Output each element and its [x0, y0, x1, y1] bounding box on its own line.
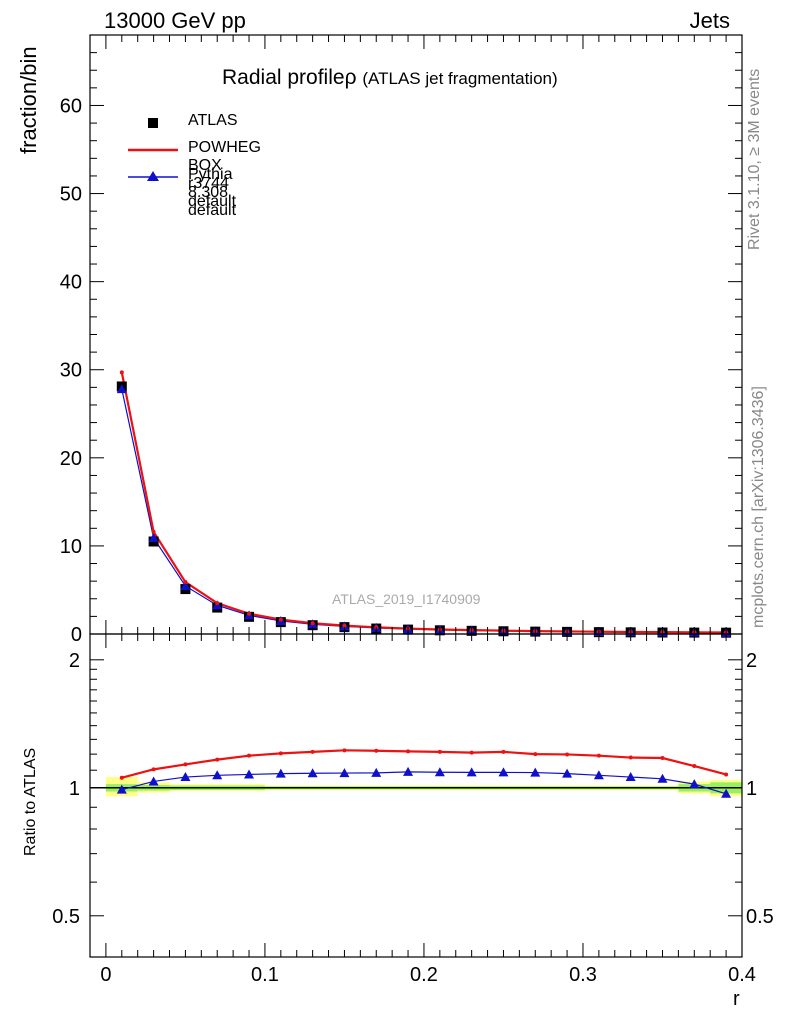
- data-point-powheg: [342, 623, 347, 628]
- ratio-line-pythia: [121, 771, 727, 795]
- legend-square-marker-icon: [148, 118, 158, 128]
- ratio-ytick-label-left: 2: [69, 650, 80, 672]
- ratio-panel-frame: [89, 633, 743, 958]
- main-ytick-label: 40: [60, 272, 82, 294]
- data-point-powheg: [278, 617, 283, 622]
- ratio-point-powheg: [183, 762, 188, 767]
- ratio-point-powheg: [628, 755, 633, 760]
- ratio-point-pythia: [212, 770, 223, 780]
- ratio-xtick-label: 0.2: [410, 964, 438, 986]
- ratio-ylabel: Ratio to ATLAS: [22, 747, 39, 856]
- ratio-point-powheg: [437, 749, 442, 754]
- ratio-point-powheg: [692, 764, 697, 769]
- legend-label-pythia: Pythia 8.308 default: [188, 166, 237, 219]
- ratio-xtick-label: 0.3: [569, 964, 597, 986]
- ratio-xtick-label: 0.1: [251, 964, 279, 986]
- ratio-xtick-label: 0.4: [728, 964, 756, 986]
- ratio-line-powheg: [121, 749, 727, 779]
- ratio-point-pythia: [148, 776, 159, 786]
- ratio-point-powheg: [406, 749, 411, 754]
- ratio-point-powheg: [533, 752, 538, 757]
- chart-title: Radial profileρ (ATLAS jet fragmentation…: [222, 66, 558, 90]
- legend-blue-triangle-icon: [128, 171, 178, 181]
- ratio-point-powheg: [119, 775, 124, 780]
- ratio-point-pythia: [657, 773, 668, 783]
- ratio-point-pythia: [625, 772, 636, 782]
- main-ytick-label: 60: [60, 95, 82, 117]
- data-point-powheg: [151, 529, 156, 534]
- ratio-point-powheg: [278, 751, 283, 756]
- chart-title-symbol: ρ: [344, 66, 357, 89]
- header-right: Jets: [689, 8, 730, 33]
- ratio-point-powheg: [374, 748, 379, 753]
- chart-title-main: Radial profile: [222, 66, 345, 89]
- ratio-xlabel: r: [733, 988, 740, 1010]
- legend-label-atlas: ATLAS: [188, 112, 238, 129]
- chart-title-suffix: (ATLAS jet fragmentation): [362, 69, 558, 88]
- ratio-point-pythia: [307, 768, 318, 778]
- ratio-ytick-label-right: 0.5: [746, 906, 774, 928]
- ratio-point-pythia: [244, 769, 255, 779]
- data-point-powheg: [310, 621, 315, 626]
- ratio-point-powheg: [596, 753, 601, 758]
- main-ylabel: fraction/bin: [16, 46, 41, 154]
- ratio-point-pythia: [498, 767, 509, 777]
- side-label-bottom: mcplots.cern.ch [arXiv:1306.3436]: [750, 386, 767, 628]
- data-point-powheg: [247, 611, 252, 616]
- ratio-point-pythia: [371, 767, 382, 777]
- ratio-point-pythia: [466, 767, 477, 777]
- ratio-ytick-label-left: 1: [69, 778, 80, 800]
- ratio-ytick-label-right: 1: [746, 778, 757, 800]
- ratio-point-pythia: [180, 772, 191, 782]
- ratio-point-powheg: [215, 757, 220, 762]
- analysis-watermark: ATLAS_2019_I1740909: [332, 591, 481, 607]
- data-point-powheg: [119, 370, 124, 375]
- ratio-point-powheg: [469, 750, 474, 755]
- legend-label-powheg: POWHEG BOX r3744 default: [188, 139, 261, 210]
- main-ytick-label: 0: [71, 624, 82, 646]
- side-label-top: Rivet 3.1.10, ≥ 3M events: [746, 68, 763, 250]
- ratio-point-pythia: [275, 768, 286, 778]
- ratio-point-pythia: [689, 779, 700, 789]
- header-left: 13000 GeV pp: [104, 8, 246, 33]
- ratio-xtick-label: 0: [100, 964, 111, 986]
- main-ytick-label: 50: [60, 184, 82, 206]
- ratio-point-powheg: [310, 749, 315, 754]
- ratio-point-pythia: [562, 768, 573, 778]
- ratio-point-pythia: [593, 770, 604, 780]
- data-point-powheg: [215, 601, 220, 606]
- ratio-ytick-label-left: 0.5: [52, 906, 80, 928]
- ratio-point-pythia: [339, 768, 350, 778]
- ratio-point-pythia: [530, 767, 541, 777]
- ratio-point-pythia: [403, 766, 414, 776]
- ratio-ytick-label-right: 2: [746, 650, 757, 672]
- data-point-pythia: [180, 580, 191, 590]
- ratio-point-powheg: [151, 767, 156, 772]
- ratio-point-pythia: [116, 784, 127, 794]
- ratio-point-pythia: [434, 767, 445, 777]
- ratio-point-powheg: [660, 756, 665, 761]
- main-ytick-label: 20: [60, 448, 82, 470]
- legend-red-line-icon: [128, 148, 178, 152]
- ratio-point-powheg: [247, 753, 252, 758]
- data-point-powheg: [183, 580, 188, 585]
- ratio-point-powheg: [501, 749, 506, 754]
- ratio-point-powheg: [565, 752, 570, 757]
- main-ytick-label: 10: [60, 536, 82, 558]
- ratio-point-pythia: [721, 788, 732, 798]
- data-point-pythia: [148, 532, 159, 542]
- ratio-point-powheg: [342, 748, 347, 753]
- main-ytick-label: 30: [60, 360, 82, 382]
- data-point-pythia: [116, 384, 127, 394]
- ratio-point-powheg: [724, 772, 729, 777]
